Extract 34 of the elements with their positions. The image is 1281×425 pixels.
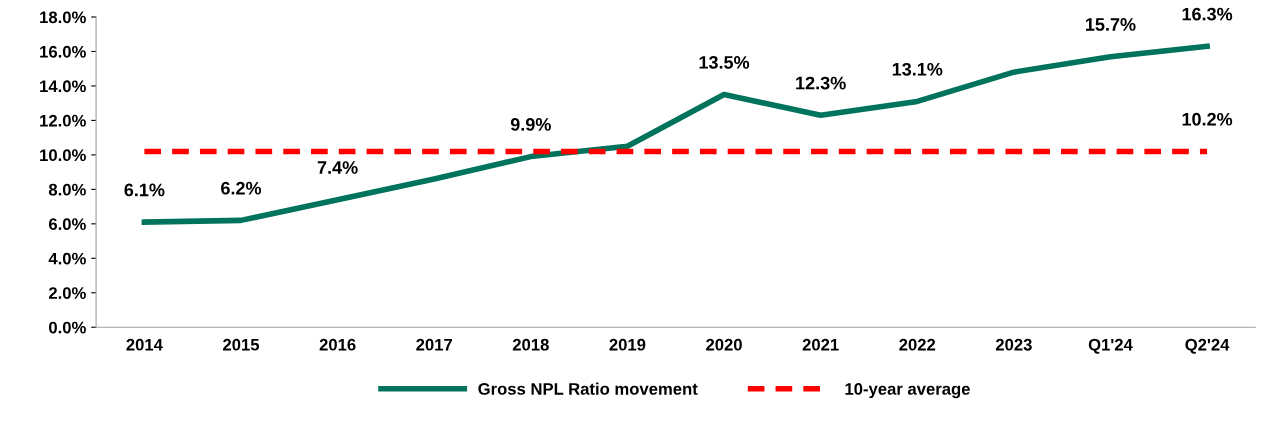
data-label: 10.2% bbox=[1182, 112, 1233, 126]
data-label: 16.3% bbox=[1182, 7, 1233, 21]
x-tick-label: Q1'24 bbox=[1088, 338, 1133, 354]
data-label: 13.5% bbox=[699, 55, 750, 69]
legend-label: Gross NPL Ratio movement bbox=[478, 382, 698, 395]
x-tick-label: Q2'24 bbox=[1185, 338, 1230, 354]
data-label: 6.2% bbox=[221, 181, 262, 195]
data-label: 7.4% bbox=[317, 161, 358, 174]
x-tick-label: 2021 bbox=[802, 338, 839, 351]
y-tick-label: 2.0% bbox=[48, 287, 86, 299]
x-tick-label: 2023 bbox=[995, 338, 1032, 351]
y-tick-label: 18.0% bbox=[40, 11, 86, 24]
y-tick-label: 12.0% bbox=[40, 114, 86, 127]
x-tick-label: 2020 bbox=[706, 338, 742, 351]
y-tick-label: 0.0% bbox=[49, 321, 86, 334]
data-label: 12.3% bbox=[796, 76, 846, 90]
y-tick-label: 14.0% bbox=[40, 80, 86, 93]
x-tick-label: 2015 bbox=[223, 338, 260, 351]
data-label: 6.1% bbox=[124, 183, 165, 197]
data-label: 15.7% bbox=[1086, 18, 1136, 31]
y-tick-label: 8.0% bbox=[48, 183, 86, 196]
data-label: 13.1% bbox=[892, 62, 943, 76]
data-label: 9.9% bbox=[510, 118, 551, 131]
y-tick-label: 4.0% bbox=[48, 252, 86, 265]
x-tick-label: 2019 bbox=[609, 338, 646, 351]
y-tick-label: 16.0% bbox=[40, 45, 86, 58]
y-tick-label: 10.0% bbox=[40, 149, 86, 162]
x-tick-label: 2018 bbox=[512, 338, 549, 351]
x-tick-label: 2016 bbox=[319, 338, 356, 351]
x-tick-label: 2014 bbox=[126, 338, 163, 351]
x-tick-label: 2022 bbox=[899, 338, 936, 351]
y-tick-label: 6.0% bbox=[48, 218, 86, 231]
legend-label: 10-year average bbox=[845, 383, 970, 399]
x-tick-label: 2017 bbox=[416, 338, 453, 351]
